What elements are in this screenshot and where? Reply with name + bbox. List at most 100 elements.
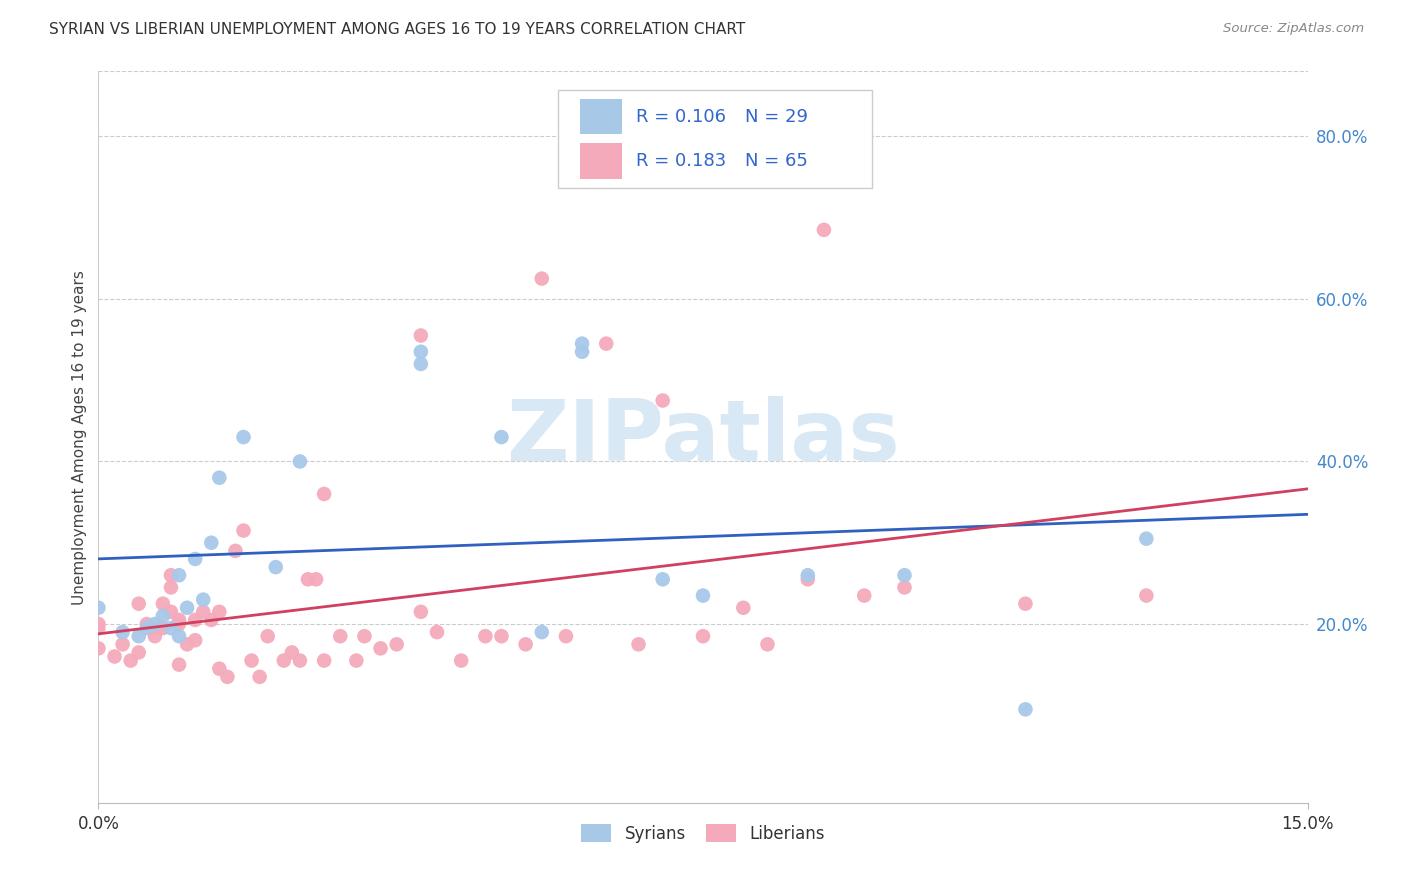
Point [176, 637, 198, 651]
Point [128, 629, 150, 643]
Point [409, 344, 432, 359]
FancyBboxPatch shape [558, 90, 872, 188]
Text: ZIPatlas: ZIPatlas [506, 395, 900, 479]
Point [232, 430, 254, 444]
Point [152, 597, 174, 611]
Point [167, 629, 190, 643]
Text: Source: ZipAtlas.com: Source: ZipAtlas.com [1223, 22, 1364, 36]
Point [409, 357, 432, 371]
Point [184, 613, 207, 627]
Point [167, 568, 190, 582]
Point [143, 629, 166, 643]
Point [797, 572, 820, 586]
Point [409, 328, 432, 343]
Point [370, 641, 392, 656]
Point [111, 637, 134, 651]
Point [595, 336, 617, 351]
Point [87, 600, 110, 615]
Bar [579, 144, 621, 178]
Point [813, 223, 835, 237]
Bar [579, 99, 621, 134]
Point [128, 597, 150, 611]
Point [288, 454, 311, 468]
Text: R = 0.106: R = 0.106 [637, 108, 727, 126]
Point [893, 581, 915, 595]
Text: N = 29: N = 29 [745, 108, 808, 126]
Point [288, 654, 311, 668]
Point [160, 568, 183, 582]
Point [143, 621, 166, 635]
Point [474, 629, 496, 643]
Point [733, 600, 755, 615]
Point [530, 271, 553, 285]
Point [853, 589, 876, 603]
Point [184, 552, 207, 566]
Point [692, 629, 714, 643]
Point [87, 617, 110, 632]
Point [152, 621, 174, 635]
Point [571, 336, 593, 351]
Point [1014, 597, 1036, 611]
Point [184, 633, 207, 648]
Point [224, 544, 246, 558]
Point [208, 471, 231, 485]
Point [111, 625, 134, 640]
Point [450, 654, 472, 668]
Point [353, 629, 375, 643]
Legend: Syrians, Liberians: Syrians, Liberians [575, 818, 831, 849]
Point [314, 487, 336, 501]
Point [491, 430, 513, 444]
Point [409, 605, 432, 619]
Point [329, 629, 352, 643]
Point [135, 621, 157, 635]
Point [240, 654, 263, 668]
Point [305, 572, 328, 586]
Point [152, 608, 174, 623]
Point [515, 637, 537, 651]
Point [893, 568, 915, 582]
Point [426, 625, 449, 640]
Point [200, 613, 222, 627]
Point [651, 393, 673, 408]
Point [1135, 589, 1157, 603]
Point [273, 654, 295, 668]
Point [120, 654, 142, 668]
Point [160, 605, 183, 619]
Point [571, 344, 593, 359]
Point [167, 617, 190, 632]
Y-axis label: Unemployment Among Ages 16 to 19 years: Unemployment Among Ages 16 to 19 years [72, 269, 87, 605]
Point [344, 654, 367, 668]
Point [627, 637, 650, 651]
Point [208, 662, 231, 676]
Point [167, 657, 190, 672]
Text: SYRIAN VS LIBERIAN UNEMPLOYMENT AMONG AGES 16 TO 19 YEARS CORRELATION CHART: SYRIAN VS LIBERIAN UNEMPLOYMENT AMONG AG… [49, 22, 745, 37]
Point [530, 625, 553, 640]
Point [1014, 702, 1036, 716]
Text: N = 65: N = 65 [745, 152, 808, 170]
Point [555, 629, 578, 643]
Point [297, 572, 319, 586]
Point [193, 592, 215, 607]
Point [281, 645, 304, 659]
Point [193, 605, 215, 619]
Point [128, 645, 150, 659]
Text: R = 0.183: R = 0.183 [637, 152, 727, 170]
Point [314, 654, 336, 668]
Point [143, 617, 166, 632]
Point [256, 629, 278, 643]
Point [167, 613, 190, 627]
Point [232, 524, 254, 538]
Point [651, 572, 673, 586]
Point [87, 641, 110, 656]
Point [160, 581, 183, 595]
Point [217, 670, 239, 684]
Point [797, 568, 820, 582]
Point [385, 637, 408, 651]
Point [491, 629, 513, 643]
Point [1135, 532, 1157, 546]
Point [756, 637, 779, 651]
Point [200, 535, 222, 549]
Point [87, 621, 110, 635]
Point [176, 600, 198, 615]
Point [264, 560, 287, 574]
